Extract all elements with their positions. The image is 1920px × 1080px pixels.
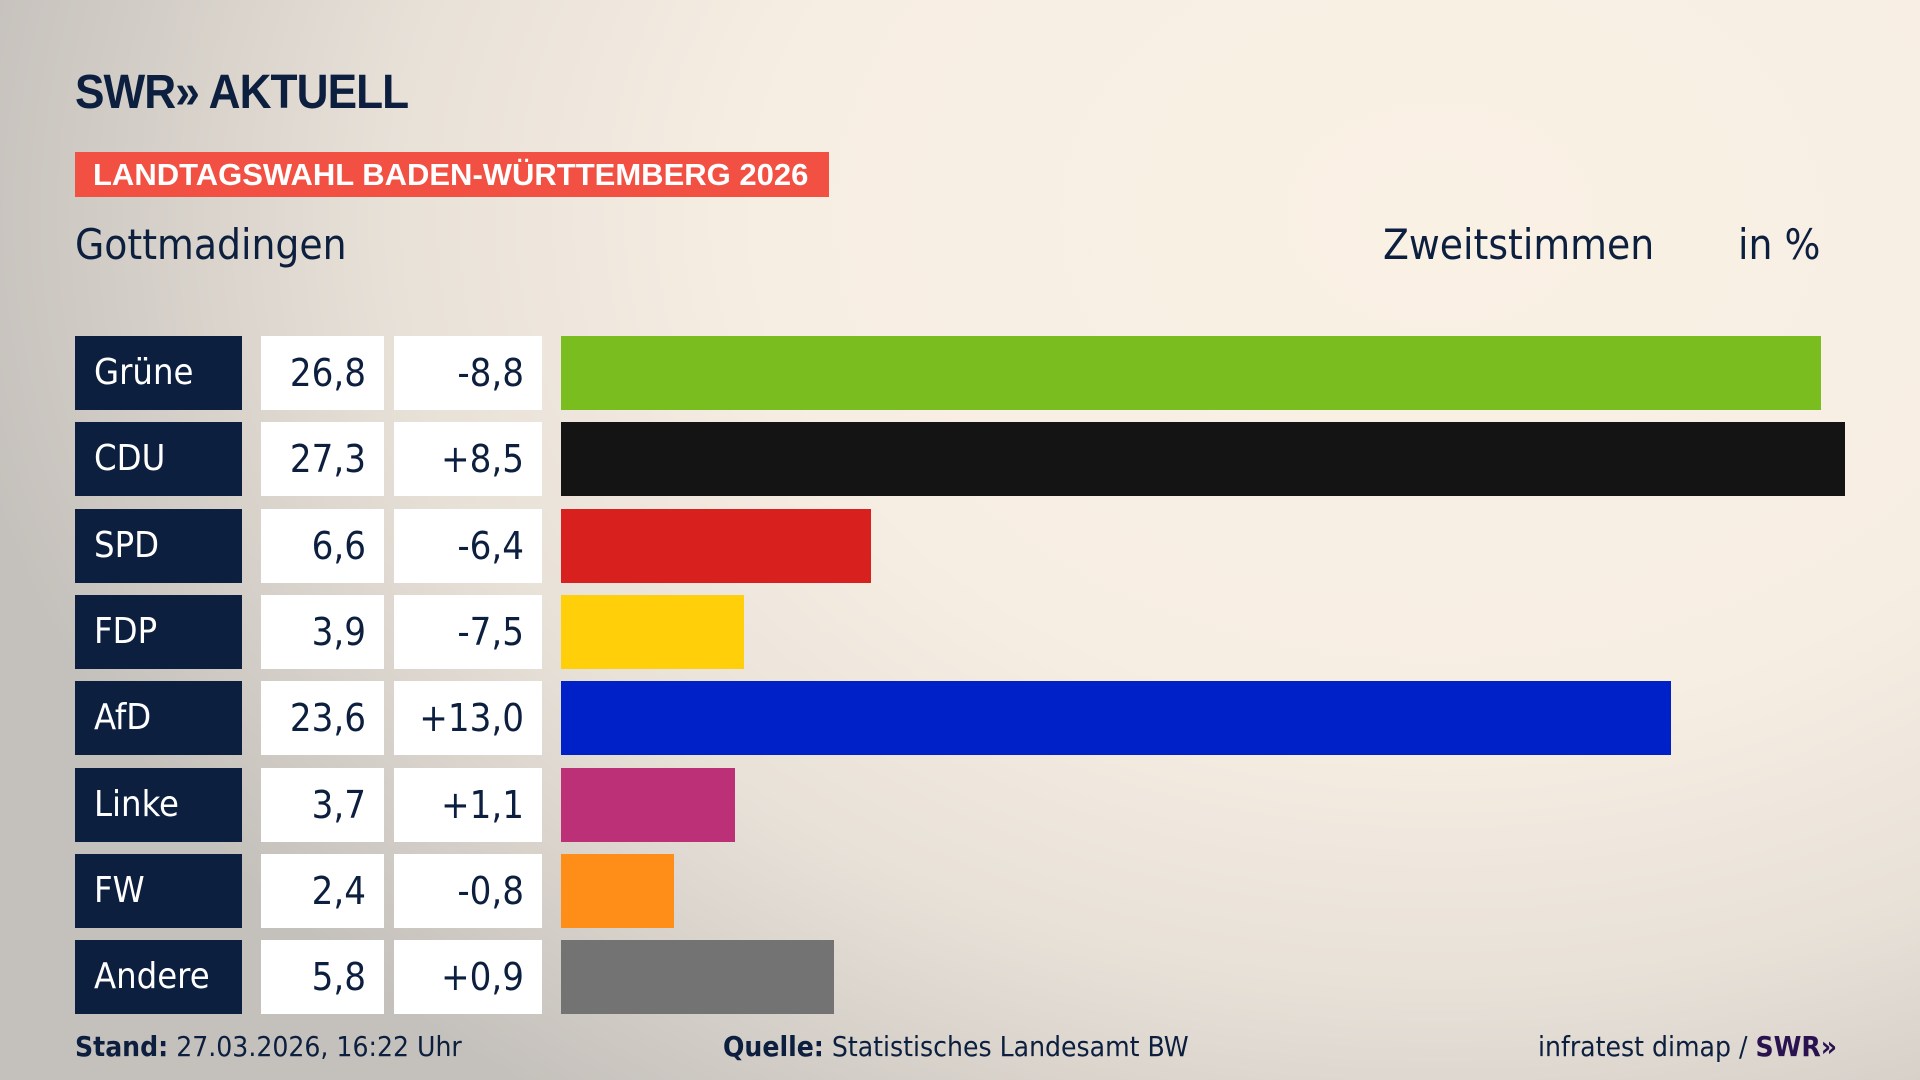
party-label: FW bbox=[75, 853, 242, 928]
value-label: 6,6 bbox=[261, 508, 384, 583]
swr-logo: SWR» bbox=[1755, 1030, 1838, 1063]
credit: infratest dimap / SWR» bbox=[1538, 1030, 1837, 1063]
credit-text: infratest dimap / bbox=[1538, 1030, 1748, 1063]
bar bbox=[561, 336, 1822, 410]
diff-label: +13,0 bbox=[394, 681, 542, 756]
diff-label: +0,9 bbox=[394, 940, 542, 1015]
bar bbox=[561, 594, 745, 669]
unit-label: in % bbox=[1738, 220, 1821, 269]
diff-label: +8,5 bbox=[394, 422, 542, 497]
diff-label: -7,5 bbox=[394, 594, 542, 669]
diff-label: +1,1 bbox=[394, 767, 542, 842]
stand-label: Stand: bbox=[75, 1030, 169, 1063]
source: Quelle: Statistisches Landesamt BW bbox=[723, 1030, 1189, 1063]
diff-label: -8,8 bbox=[394, 336, 542, 410]
party-label: CDU bbox=[75, 422, 242, 497]
party-label: SPD bbox=[75, 508, 242, 583]
party-label: Linke bbox=[75, 767, 242, 842]
bar bbox=[561, 940, 834, 1015]
value-label: 5,8 bbox=[261, 940, 384, 1015]
stand-value: 27.03.2026, 16:22 Uhr bbox=[176, 1030, 462, 1063]
bar bbox=[561, 681, 1671, 756]
party-label: Andere bbox=[75, 940, 242, 1015]
vote-type: Zweitstimmen bbox=[1383, 220, 1655, 269]
diff-label: -0,8 bbox=[394, 853, 542, 928]
party-label: FDP bbox=[75, 594, 242, 669]
bar bbox=[561, 767, 736, 842]
value-label: 26,8 bbox=[261, 336, 384, 410]
place-title: Gottmadingen bbox=[75, 220, 347, 269]
diff-label: -6,4 bbox=[394, 508, 542, 583]
value-label: 2,4 bbox=[261, 853, 384, 928]
bar bbox=[561, 508, 872, 583]
stand: Stand: 27.03.2026, 16:22 Uhr bbox=[75, 1030, 462, 1063]
party-label: Grüne bbox=[75, 336, 242, 410]
bar bbox=[561, 422, 1845, 497]
source-label: Quelle: bbox=[723, 1030, 824, 1063]
party-label: AfD bbox=[75, 681, 242, 756]
value-label: 23,6 bbox=[261, 681, 384, 756]
value-label: 3,9 bbox=[261, 594, 384, 669]
value-label: 3,7 bbox=[261, 767, 384, 842]
source-value: Statistisches Landesamt BW bbox=[831, 1030, 1189, 1063]
value-label: 27,3 bbox=[261, 422, 384, 497]
election-badge: LANDTAGSWAHL BADEN-WÜRTTEMBERG 2026 bbox=[75, 152, 829, 197]
swr-aktuell-logo: SWR» AKTUELL bbox=[75, 66, 409, 119]
bar bbox=[561, 853, 674, 928]
